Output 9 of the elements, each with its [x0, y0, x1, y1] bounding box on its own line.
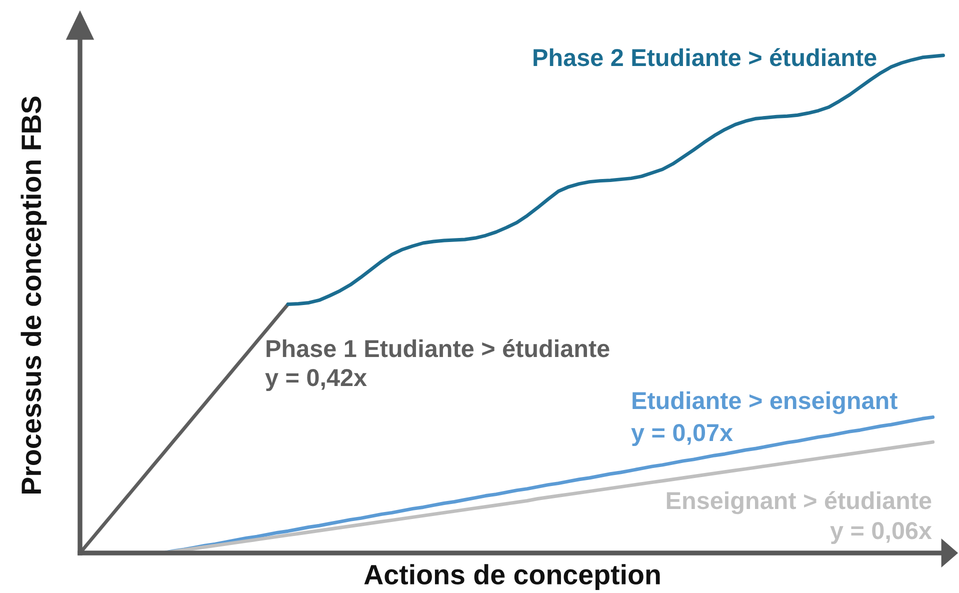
series-label: Etudiante > enseignant — [632, 391, 898, 414]
x-axis-title: Actions de conception — [364, 564, 660, 590]
annotation: y = 0,06x — [830, 522, 932, 544]
series-label: Phase 2 Etudiante > étudiante — [534, 48, 876, 66]
annotation: y = 0,42x — [265, 369, 367, 392]
series-label: Phase 1 Etudiante > étudiante — [266, 339, 610, 358]
y-axis-title: Processus de conception FBS — [20, 96, 47, 494]
annotation: y = 0,07x — [631, 424, 733, 446]
series-label: Enseignant > étudiante — [666, 491, 932, 514]
